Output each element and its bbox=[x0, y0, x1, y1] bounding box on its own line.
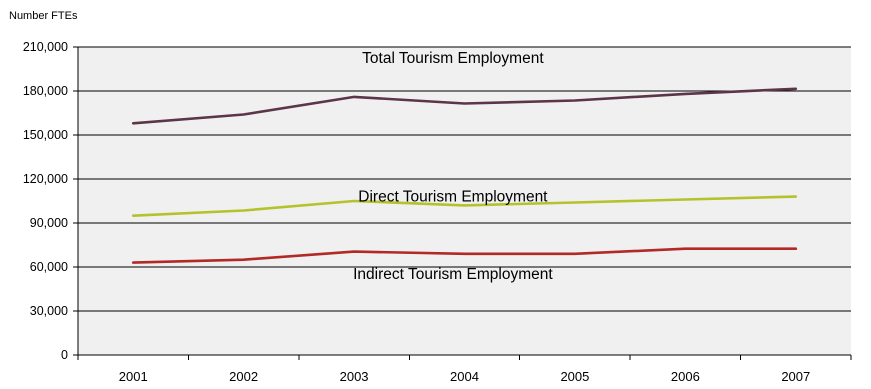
y-tick-label: 30,000 bbox=[30, 304, 68, 318]
series-label: Total Tourism Employment bbox=[362, 50, 544, 67]
axes: 0 30,000 60,000 90,000 120,000 150,000 180,000… bbox=[23, 40, 852, 384]
y-tick-label: 120,000 bbox=[23, 172, 68, 186]
series-label: Direct Tourism Employment bbox=[358, 188, 548, 205]
series-line bbox=[131, 87, 798, 125]
x-tick-label: 2002 bbox=[229, 369, 258, 384]
x-tick-label: 2005 bbox=[560, 369, 589, 384]
series-labels: Total Tourism Employment Direct Tourism E… bbox=[353, 50, 553, 283]
y-tick-label: 0 bbox=[61, 348, 68, 362]
y-tick-label: 210,000 bbox=[23, 40, 68, 54]
y-tick-label: 90,000 bbox=[30, 216, 68, 230]
y-tick-label: 60,000 bbox=[30, 260, 68, 274]
series-label: Indirect Tourism Employment bbox=[353, 266, 553, 283]
y-axis-title: Number FTEs bbox=[9, 10, 78, 22]
x-tick-label: 2001 bbox=[119, 369, 148, 384]
y-tick-label: 150,000 bbox=[23, 128, 68, 142]
series-line bbox=[131, 247, 798, 264]
x-tick-label: 2003 bbox=[340, 369, 369, 384]
plot-area bbox=[78, 47, 851, 355]
x-tick-label: 2007 bbox=[781, 369, 810, 384]
series-lines bbox=[131, 87, 798, 264]
x-tick-label: 2006 bbox=[671, 369, 700, 384]
y-tick-label: 180,000 bbox=[23, 84, 68, 98]
series-line bbox=[131, 195, 798, 217]
x-tick-label: 2004 bbox=[450, 369, 479, 384]
